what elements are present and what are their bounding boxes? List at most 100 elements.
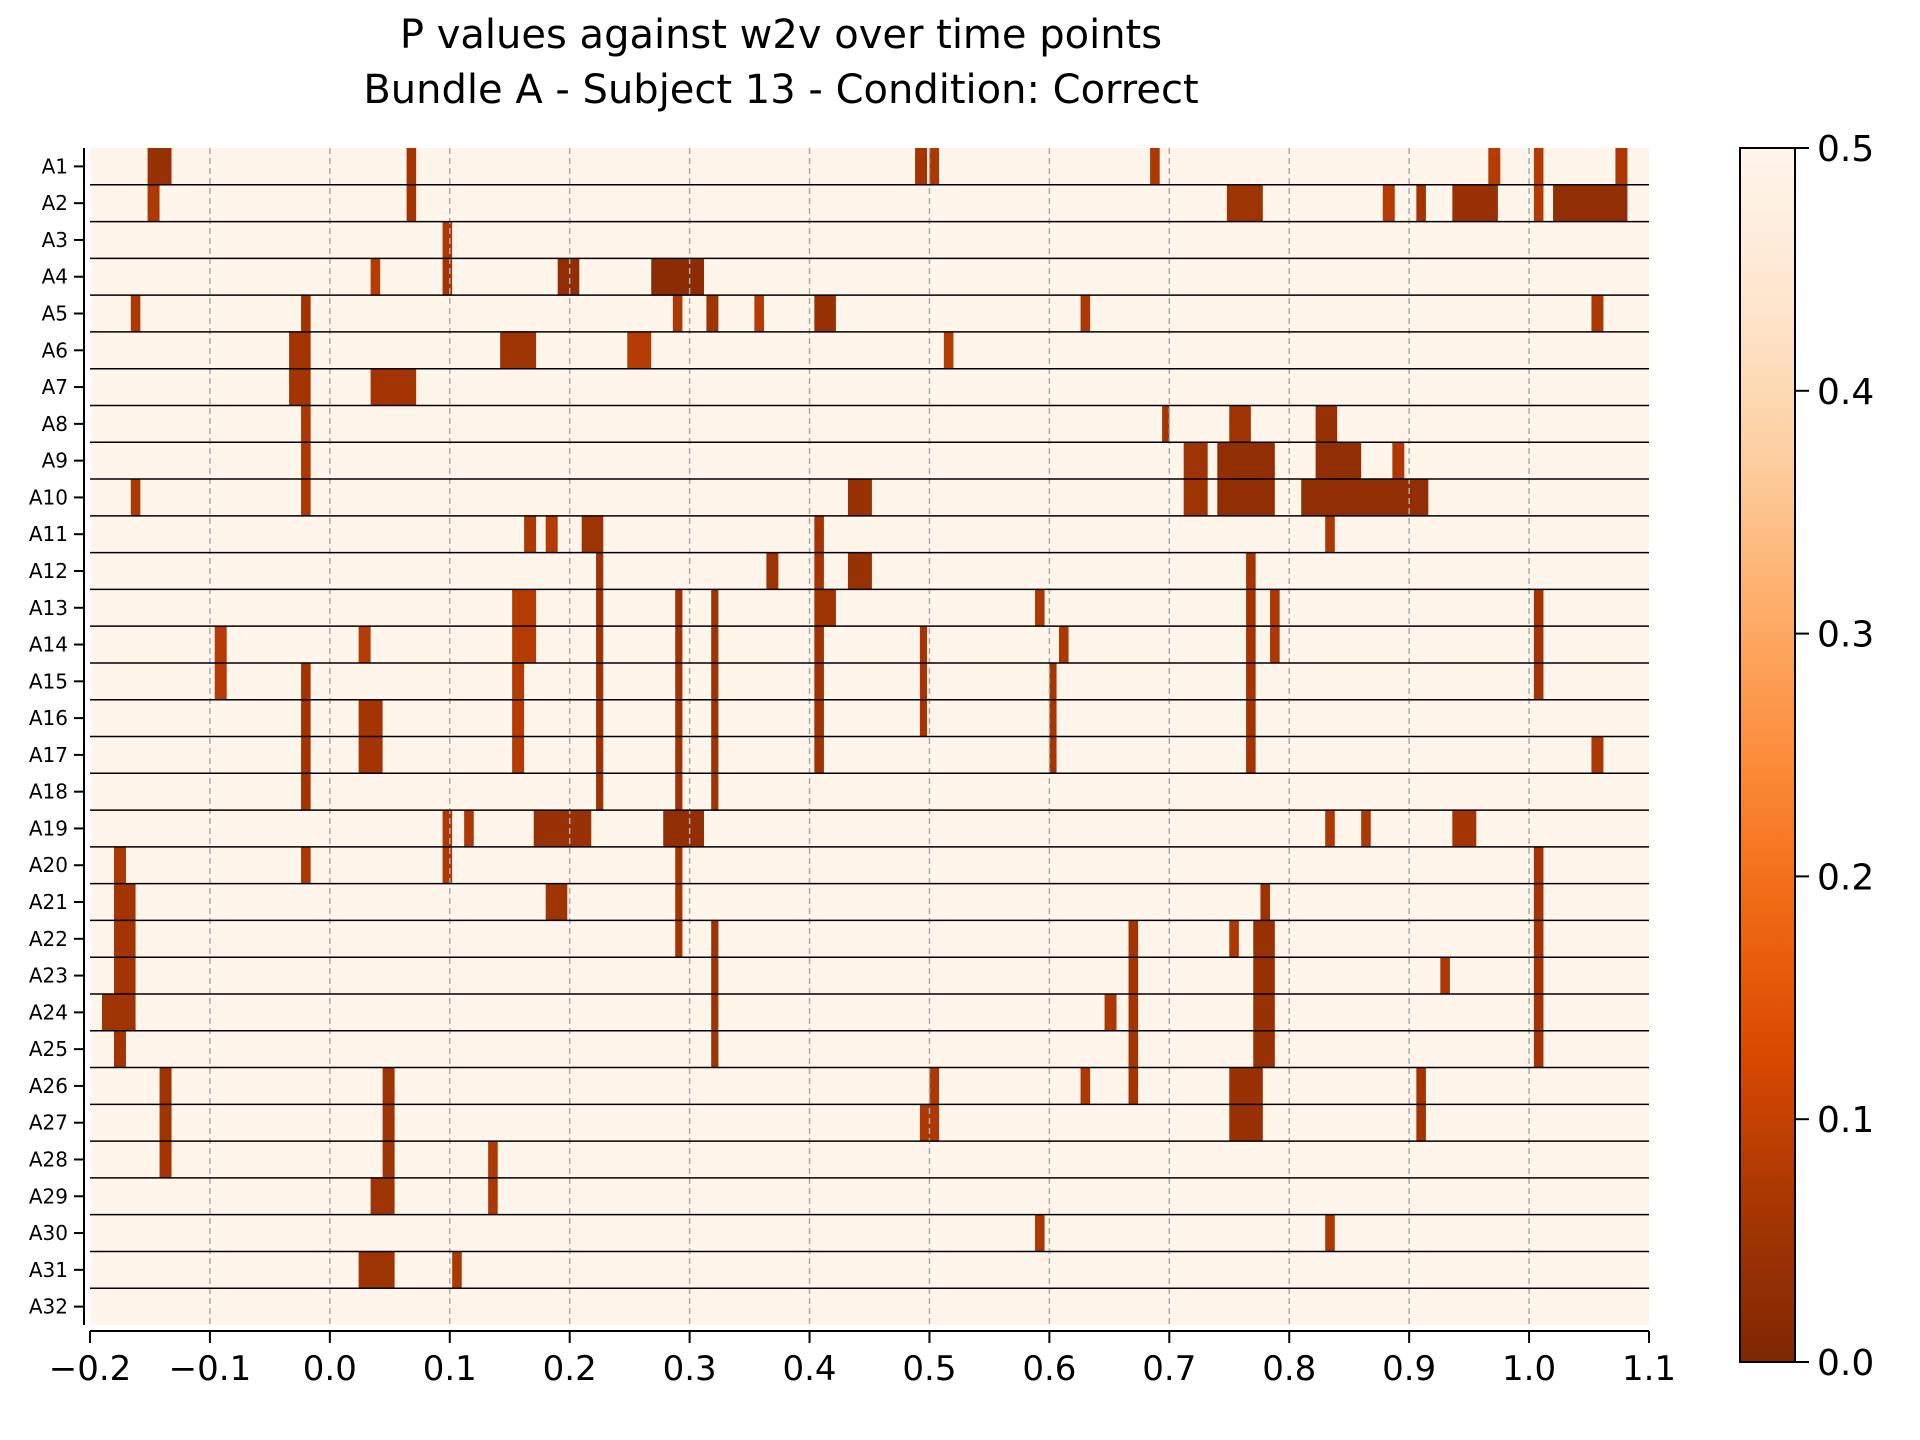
- heatmap-cell-a29: [370, 1177, 395, 1215]
- y-tick-label: A32: [29, 1295, 68, 1319]
- heatmap-cell-a21: [113, 883, 136, 921]
- heatmap-cell-a19: [533, 810, 592, 847]
- heatmap-cell-a24: [711, 993, 719, 1031]
- heatmap-cell-a2: [406, 184, 417, 222]
- heatmap-cell-a3: [442, 221, 453, 259]
- y-tick-label: A12: [29, 559, 68, 583]
- heatmap-cell-a9: [301, 442, 311, 480]
- colorbar-tick-label: 0.1: [1817, 1100, 1874, 1141]
- heatmap-cell-a26: [1416, 1067, 1426, 1105]
- colorbar: 0.0 0.1 0.2 0.3 0.4 0.5: [1739, 129, 1874, 1384]
- y-tick-label: A19: [29, 816, 68, 840]
- heatmap-cell-a16: [814, 699, 824, 737]
- x-tick-label: 0.2: [543, 1349, 597, 1389]
- heatmap-cell-a15: [1533, 662, 1544, 700]
- heatmap-cell-a19: [1361, 810, 1371, 847]
- heatmap-cell-a27: [1416, 1104, 1426, 1142]
- heatmap-cell-a15: [512, 662, 525, 700]
- y-tick-label: A15: [29, 669, 68, 693]
- heatmap-cell-a24: [1128, 993, 1139, 1031]
- heatmap-cell-a11: [524, 515, 537, 553]
- heatmap-cell-a27: [159, 1104, 172, 1142]
- heatmap-cell-a1: [1615, 148, 1628, 185]
- heatmap-cell-a25: [1128, 1030, 1139, 1068]
- heatmap-cell-a25: [113, 1030, 126, 1068]
- heatmap-cell-a20: [442, 846, 453, 884]
- heatmap-cell-a13: [596, 589, 604, 627]
- heatmap-cell-a17: [596, 736, 604, 774]
- y-tick-label: A7: [42, 375, 68, 399]
- vertical-grid: [209, 148, 1530, 1325]
- y-tick-label: A31: [29, 1258, 68, 1282]
- y-tick-label: A29: [29, 1184, 68, 1208]
- heatmap-cell-a14: [512, 626, 537, 663]
- heatmap-cell-a23: [1128, 957, 1139, 994]
- heatmap-cell-a8: [301, 405, 311, 443]
- y-tick-label: A17: [29, 743, 68, 767]
- heatmap-cell-a16: [919, 699, 928, 737]
- heatmap-cell-a18: [711, 773, 719, 811]
- y-tick-label: A8: [42, 412, 68, 436]
- y-tick-label: A16: [29, 706, 68, 730]
- heatmap-cell-a22: [711, 920, 719, 958]
- heatmap-cell-a31: [358, 1251, 395, 1289]
- x-tick-label: 0.1: [423, 1349, 477, 1389]
- heatmap-cell-a5: [672, 295, 683, 332]
- y-tick-label: A26: [29, 1074, 68, 1098]
- heatmap-cells: [101, 148, 1628, 1289]
- heatmap-cell-a10: [847, 479, 872, 516]
- heatmap-cell-a12: [814, 552, 824, 590]
- heatmap-cell-a23: [1533, 957, 1544, 994]
- chart-title: P values against w2v over time points: [400, 12, 1162, 58]
- heatmap-cell-a28: [159, 1141, 172, 1178]
- heatmap-cell-a27: [1229, 1104, 1263, 1142]
- heatmap-cell-a6: [627, 331, 652, 369]
- x-tick-label: 0.8: [1262, 1349, 1316, 1389]
- heatmap-cell-a13: [675, 589, 683, 627]
- y-tick-label: A3: [42, 228, 68, 252]
- heatmap-cell-a22: [675, 920, 683, 958]
- heatmap-cell-a9: [1392, 442, 1405, 480]
- x-tick-label: −0.1: [169, 1349, 252, 1389]
- x-tick-label: 1.1: [1622, 1349, 1676, 1389]
- heatmap-cell-a11: [814, 515, 824, 553]
- heatmap-cell-a19: [1325, 810, 1335, 847]
- heatmap-cell-a4: [370, 258, 381, 296]
- heatmap-cell-a10: [301, 479, 311, 516]
- heatmap-cell-a13: [1034, 589, 1045, 627]
- heatmap-cell-a22: [1128, 920, 1139, 958]
- heatmap-cell-a19: [1452, 810, 1477, 847]
- y-tick-label: A28: [29, 1147, 68, 1171]
- heatmap-cell-a6: [943, 331, 954, 369]
- y-tick-label: A13: [29, 596, 68, 620]
- heatmap-cell-a11: [545, 515, 558, 553]
- heatmap-cell-a24: [101, 993, 136, 1031]
- x-tick-label: 0.9: [1382, 1349, 1436, 1389]
- heatmap-cell-a28: [382, 1141, 395, 1178]
- heatmap-cell-a16: [1246, 699, 1256, 737]
- heatmap-cell-a15: [214, 662, 227, 700]
- heatmap-cell-a11: [581, 515, 604, 553]
- heatmap-cell-a21: [545, 883, 568, 921]
- heatmap-cell-a30: [1325, 1214, 1335, 1252]
- heatmap-cell-a17: [358, 736, 383, 774]
- heatmap-cell-a27: [382, 1104, 395, 1142]
- heatmap-cell-a21: [675, 883, 683, 921]
- colorbar-tick-label: 0.2: [1817, 857, 1874, 898]
- y-tick-label: A22: [29, 927, 68, 951]
- heatmap-cell-a14: [596, 626, 604, 663]
- heatmap-cell-a11: [1325, 515, 1335, 553]
- heatmap-cell-a15: [919, 662, 928, 700]
- heatmap-cell-a13: [1246, 589, 1256, 627]
- heatmap-cell-a19: [442, 810, 453, 847]
- heatmap-cell-a19: [464, 810, 474, 847]
- heatmap-cell-a17: [1591, 736, 1604, 774]
- heatmap-cell-a15: [596, 662, 604, 700]
- heatmap-cell-a24: [1533, 993, 1544, 1031]
- heatmap-cell-a22: [1229, 920, 1239, 958]
- heatmap-cell-a1: [1150, 148, 1160, 185]
- heatmap-cell-a12: [596, 552, 604, 590]
- y-tick-label: A14: [29, 633, 68, 657]
- y-tick-label: A18: [29, 780, 68, 804]
